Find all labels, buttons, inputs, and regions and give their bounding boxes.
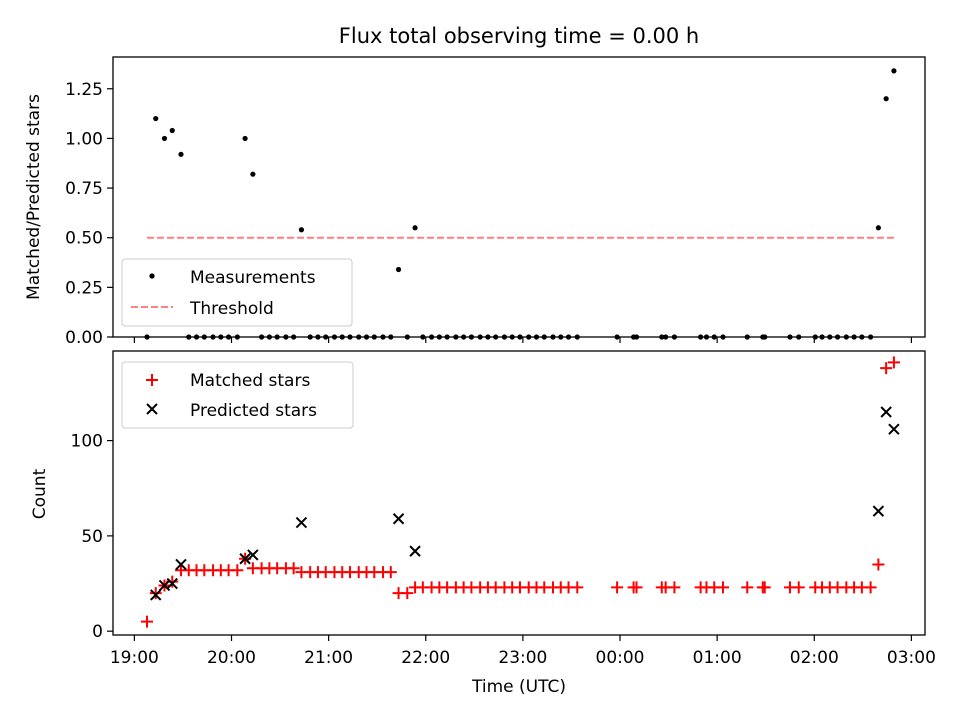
matched-star-point (287, 562, 300, 575)
top-axis-ticks: 0.00 0.25 0.50 0.75 1.00 1.25 (65, 80, 913, 348)
x-tick-label: 03:00 (887, 648, 936, 668)
x-tick-label: 01:00 (693, 648, 742, 668)
measurement-point (395, 266, 402, 273)
matched-star-point (668, 581, 681, 594)
matched-star-point (231, 564, 244, 577)
top-plot-marks (144, 68, 897, 340)
matched-star-point (758, 581, 771, 594)
matched-star-point (611, 581, 624, 594)
bottom-plot-marks (140, 356, 900, 628)
predicted-star-point (166, 577, 178, 590)
y-tick-label: 1.00 (65, 129, 103, 149)
matched-star-point (887, 356, 900, 369)
legend-measurements: Measurements (190, 268, 316, 288)
bottom-plot-frame (112, 350, 926, 636)
x-tick-label: 22:00 (401, 648, 450, 668)
bottom-legend-box (121, 361, 354, 429)
predicted-star-point (888, 423, 900, 435)
predicted-star-point (392, 513, 405, 525)
matched-star-point (872, 558, 885, 571)
measurement-point (883, 96, 889, 102)
legend-threshold: Threshold (189, 299, 274, 319)
y-tick-label: 50 (81, 527, 103, 547)
measurement-point (250, 171, 256, 177)
predicted-star-point (409, 545, 421, 557)
legend-plus-icon (146, 374, 158, 386)
predicted-star-point (872, 505, 885, 517)
y-tick-label: 0.75 (65, 179, 103, 199)
measurement-point (891, 68, 897, 74)
measurement-point (298, 227, 305, 233)
x-tick-label: 21:00 (304, 648, 353, 668)
top-y-axis-label: Matched/Predicted stars (24, 94, 44, 300)
x-tick-label: 02:00 (790, 648, 839, 668)
y-tick-label: 0.25 (65, 278, 103, 298)
chart-title: Flux total observing time = 0.00 h (339, 24, 699, 48)
measurement-point (153, 115, 159, 122)
top-legend: Measurements Threshold (121, 258, 353, 327)
x-tick-label: 23:00 (498, 648, 547, 668)
predicted-star-point (247, 549, 259, 561)
x-tick-label: 00:00 (596, 648, 645, 668)
top-plot-frame (112, 56, 926, 338)
y-tick-label: 100 (71, 432, 103, 452)
measurement-point (161, 135, 168, 142)
legend-matched-stars: Matched stars (190, 371, 310, 391)
x-axis-label: Time (UTC) (471, 677, 566, 697)
predicted-star-point (175, 558, 187, 571)
matched-star-point (716, 581, 729, 594)
y-tick-label: 0.50 (65, 229, 103, 249)
predicted-star-point (150, 589, 162, 601)
matched-star-point (401, 587, 414, 600)
matched-star-point (864, 581, 877, 594)
measurement-point (169, 127, 175, 134)
legend-predicted-stars: Predicted stars (190, 401, 317, 421)
matched-star-point (792, 581, 805, 594)
top-legend-box (121, 258, 353, 327)
bottom-legend: Matched stars Predicted stars (121, 361, 354, 429)
x-tick-label: 19:00 (110, 648, 159, 668)
matched-star-point (630, 581, 643, 594)
y-tick-label: 0.00 (65, 328, 103, 348)
matched-star-point (741, 581, 754, 594)
y-tick-label: 0 (92, 622, 103, 642)
matched-star-point (571, 581, 584, 594)
measurement-point (875, 225, 881, 231)
predicted-star-point (239, 553, 251, 565)
bottom-y-axis-label: Count (30, 468, 50, 519)
measurement-point (412, 225, 418, 231)
predicted-star-point (880, 406, 892, 418)
measurement-point (242, 135, 248, 142)
matched-star-point (140, 615, 153, 628)
x-tick-label: 20:00 (207, 648, 256, 668)
matched-star-point (880, 362, 893, 375)
predicted-star-point (295, 516, 308, 529)
legend-dot-icon (149, 273, 155, 279)
y-tick-label: 1.25 (65, 80, 103, 100)
bottom-axis-ticks: 0 50 100 19:00 20:00 21:00 22:00 23:00 00:00 01:0… (71, 432, 936, 668)
matched-star-point (384, 566, 397, 579)
legend-x-icon (146, 403, 158, 415)
measurement-point (178, 151, 184, 157)
matched-star-point (149, 587, 162, 600)
